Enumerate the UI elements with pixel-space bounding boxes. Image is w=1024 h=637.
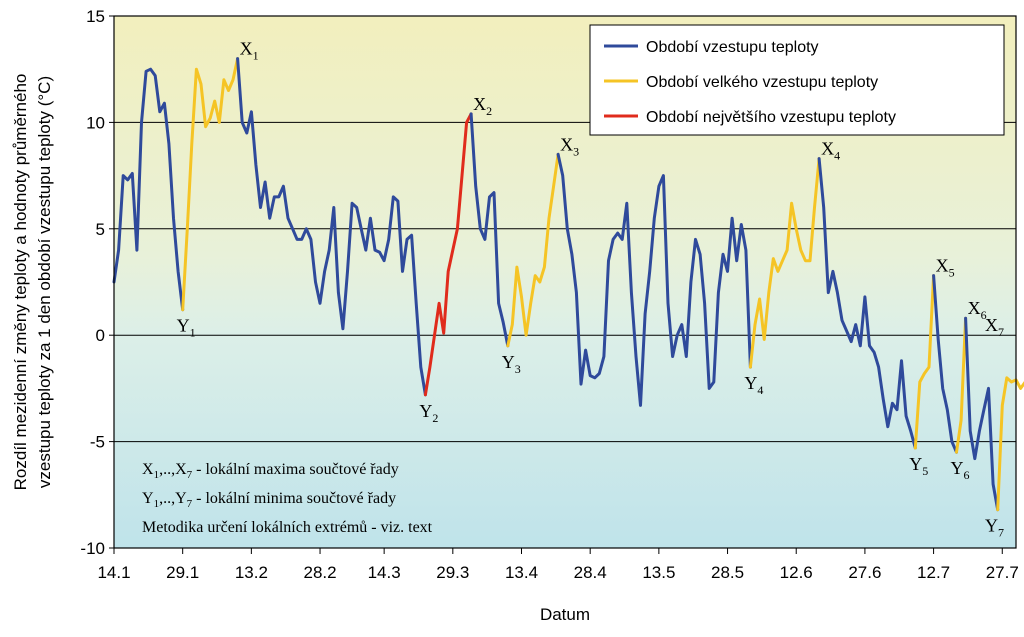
extremum-label: X5 (936, 256, 955, 280)
extremum-label: Y5 (909, 454, 928, 478)
legend-label: Období největšího vzestupu teploty (646, 109, 896, 126)
legend-label: Období velkého vzestupu teploty (646, 74, 878, 91)
extremum-label: Y2 (419, 401, 438, 425)
legend: Období vzestupu teploty Období velkého vz… (589, 24, 1005, 136)
series-line (112, 67, 185, 312)
extremum-label: X6 (968, 298, 987, 322)
series-line (556, 152, 752, 407)
series-line (181, 57, 240, 312)
y-axis-ticks: -10 -5 0 5 10 15 (80, 7, 114, 558)
y-axis-title-line-1: Rozdíl mezidenní změny teploty a hodnoty… (11, 74, 30, 491)
note-line: Metodika určení lokálních extrémů - viz.… (142, 519, 433, 536)
y-tick-label: -10 (80, 539, 105, 558)
note-line: X1,..,X7 - lokální maxima součtové řady (142, 461, 399, 481)
extremum-label: Y1 (177, 316, 196, 340)
series-line (817, 157, 917, 450)
series-line (423, 112, 473, 397)
extremum-label: X4 (821, 139, 840, 163)
x-tick-label: 12.6 (780, 563, 813, 582)
x-tick-label: 27.6 (848, 563, 881, 582)
extremum-label: X2 (473, 94, 492, 118)
x-tick-label: 13.5 (642, 563, 675, 582)
x-tick-label: 13.4 (505, 563, 538, 582)
y-tick-label: 5 (96, 220, 105, 239)
legend-box (589, 24, 1005, 136)
y-tick-label: 10 (86, 113, 105, 132)
extremum-label: Y3 (502, 352, 521, 376)
x-tick-label: 29.1 (166, 563, 199, 582)
y-tick-label: 0 (96, 326, 105, 345)
x-tick-label: 12.7 (917, 563, 950, 582)
legend-label: Období vzestupu teploty (646, 39, 819, 56)
series-line (955, 316, 968, 454)
plot-frame (113, 15, 1017, 549)
series-line (748, 157, 821, 369)
x-tick-label: 27.7 (986, 563, 1019, 582)
series-line (996, 376, 1024, 512)
x-tick-label: 14.1 (97, 563, 130, 582)
extremum-label: Y6 (950, 458, 969, 482)
extremum-label: Y7 (985, 516, 1004, 540)
series-layer (112, 57, 1024, 512)
gridlines (114, 121, 1016, 443)
series-line (506, 152, 560, 348)
series-line (469, 112, 510, 348)
extremum-label: Y4 (744, 373, 763, 397)
series-line (236, 57, 427, 397)
x-tick-label: 29.3 (436, 563, 469, 582)
x-tick-label: 13.2 (235, 563, 268, 582)
y-axis-title-line-2: vzestupu teploty za 1 den období vzestup… (35, 76, 54, 488)
y-tick-label: -5 (90, 433, 105, 452)
x-axis-ticks: 14.1 29.1 13.2 28.2 14.3 29.3 13.4 28.4 13.5 28.5… (97, 548, 1019, 582)
x-tick-label: 28.4 (574, 563, 607, 582)
y-tick-label: 15 (86, 7, 105, 26)
series-line (913, 274, 936, 450)
note-line: Y1,..,Y7 - lokální minima součtové řady (142, 490, 396, 510)
series-line (932, 274, 958, 454)
extremum-label: X3 (560, 134, 579, 158)
series-line (964, 316, 1000, 512)
x-tick-label: 14.3 (368, 563, 401, 582)
extremum-label: X1 (240, 39, 259, 63)
extremum-label: X7 (985, 315, 1004, 339)
x-tick-label: 28.2 (303, 563, 336, 582)
x-tick-label: 28.5 (711, 563, 744, 582)
x-axis-title: Datum (540, 605, 590, 624)
notes-box: X1,..,X7 - lokální maxima součtové řady Y… (142, 461, 433, 536)
